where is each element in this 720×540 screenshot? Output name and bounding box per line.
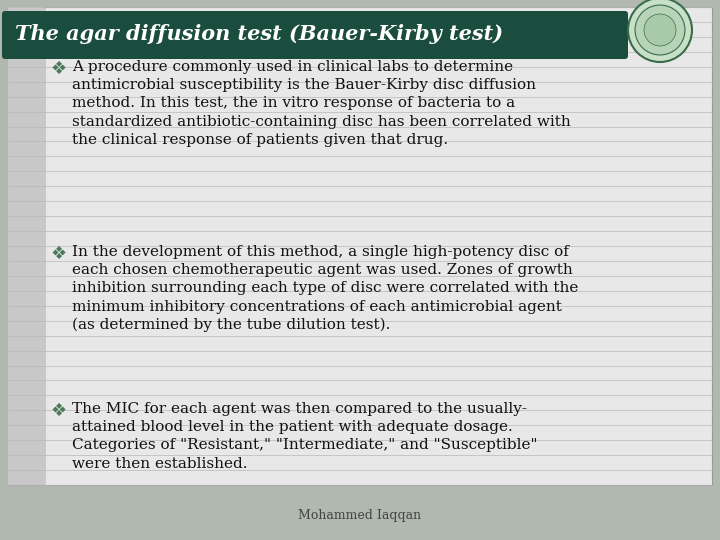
FancyBboxPatch shape xyxy=(8,7,46,485)
Text: In the development of this method, a single high-potency disc of
each chosen che: In the development of this method, a sin… xyxy=(72,245,578,332)
Text: ❖: ❖ xyxy=(50,245,66,263)
Circle shape xyxy=(628,0,692,62)
Text: A procedure commonly used in clinical labs to determine
antimicrobial susceptibi: A procedure commonly used in clinical la… xyxy=(72,60,571,147)
Circle shape xyxy=(644,14,676,46)
Text: ❖: ❖ xyxy=(50,402,66,420)
FancyBboxPatch shape xyxy=(2,11,628,59)
Text: Mohammed Iaqqan: Mohammed Iaqqan xyxy=(298,509,422,522)
Circle shape xyxy=(635,5,685,55)
Text: The agar diffusion test (Bauer-Kirby test): The agar diffusion test (Bauer-Kirby tes… xyxy=(15,24,503,44)
Text: ❖: ❖ xyxy=(50,60,66,78)
Text: The MIC for each agent was then compared to the usually-
attained blood level in: The MIC for each agent was then compared… xyxy=(72,402,538,470)
FancyBboxPatch shape xyxy=(8,7,712,485)
